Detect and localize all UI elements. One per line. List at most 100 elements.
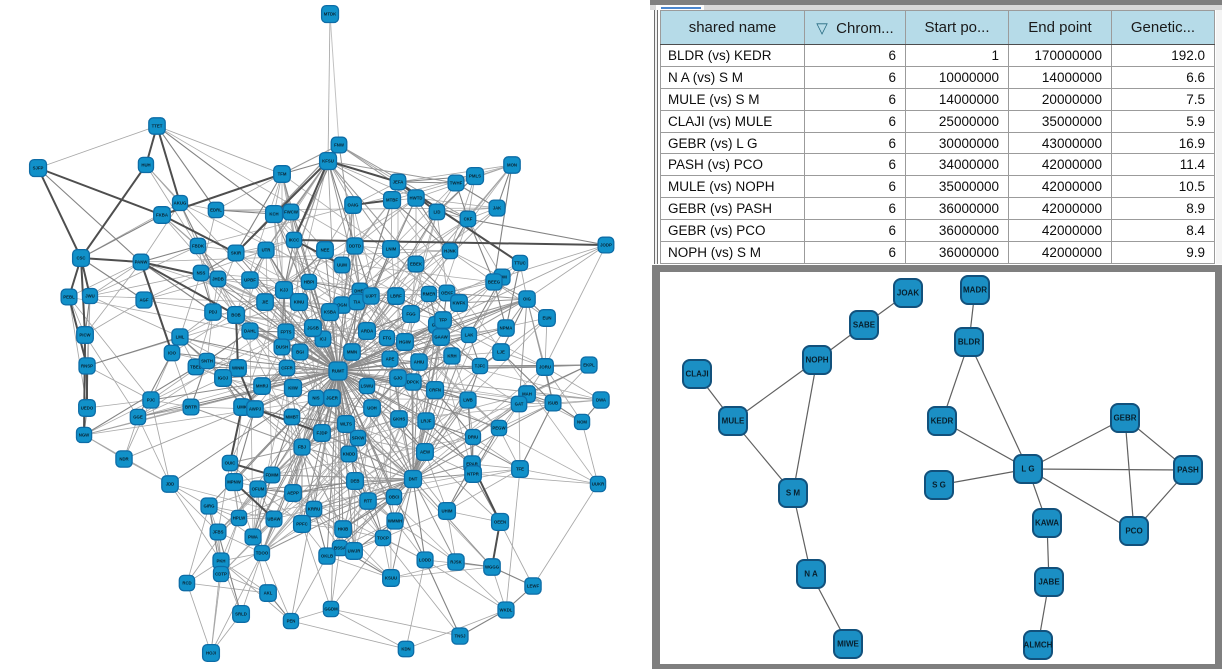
svg-text:TTET: TTET — [152, 124, 163, 129]
svg-text:RTT: RTT — [364, 499, 373, 504]
svg-text:BRTR: BRTR — [185, 405, 198, 410]
svg-text:DDTD: DDTD — [349, 244, 361, 249]
svg-text:JHDB: JHDB — [212, 277, 224, 282]
svg-text:PANW: PANW — [135, 260, 149, 265]
svg-text:EDRL: EDRL — [210, 208, 222, 213]
svg-text:MTDK: MTDK — [324, 12, 337, 17]
svg-text:GEBR: GEBR — [1113, 414, 1136, 423]
svg-text:KFSU: KFSU — [322, 159, 334, 164]
svg-text:TWHF: TWHF — [450, 181, 463, 186]
svg-text:PJC: PJC — [147, 398, 155, 403]
svg-text:EKPL: EKPL — [583, 363, 595, 368]
svg-text:PWA: PWA — [248, 535, 258, 540]
svg-text:CSC: CSC — [76, 256, 85, 261]
svg-text:JABE: JABE — [1038, 578, 1060, 587]
svg-text:OIG: OIG — [523, 297, 532, 302]
svg-text:OEEN: OEEN — [494, 520, 506, 525]
svg-text:NOPH: NOPH — [805, 356, 828, 365]
svg-text:PASH: PASH — [1177, 466, 1199, 475]
svg-text:DAHL: DAHL — [244, 329, 256, 334]
svg-text:LBRF: LBRF — [390, 294, 402, 299]
svg-text:NIS: NIS — [312, 396, 319, 401]
svg-text:PEN: PEN — [287, 619, 296, 624]
svg-text:GIRG: GIRG — [204, 504, 216, 509]
svg-text:AKUG: AKUG — [174, 201, 187, 206]
svg-text:KIIW: KIIW — [288, 386, 298, 391]
svg-text:UUKR: UUKR — [592, 482, 605, 487]
svg-text:TDOO: TDOO — [256, 551, 269, 556]
svg-text:PICW: PICW — [79, 333, 91, 338]
svg-text:GAAW: GAAW — [434, 335, 448, 340]
svg-text:HJNK: HJNK — [444, 249, 457, 254]
svg-text:BGI: BGI — [296, 350, 304, 355]
svg-text:HKIB: HKIB — [338, 527, 349, 532]
svg-text:PPFC: PPFC — [296, 522, 307, 527]
svg-text:IGOJ: IGOJ — [218, 376, 229, 381]
svg-text:TTUC: TTUC — [514, 261, 525, 266]
svg-text:RMER: RMER — [423, 292, 437, 297]
svg-text:TFP: TFP — [439, 318, 447, 323]
svg-text:MULE: MULE — [722, 417, 745, 426]
svg-text:HWTD: HWTD — [410, 196, 423, 201]
svg-text:HGIW: HGIW — [399, 340, 412, 345]
svg-text:JODP: JODP — [600, 243, 612, 248]
svg-text:OBCI: OBCI — [389, 495, 400, 500]
svg-text:EBEK: EBEK — [410, 262, 423, 267]
svg-text:DEB: DEB — [350, 479, 359, 484]
svg-text:WGGG: WGGG — [485, 565, 500, 570]
svg-text:FTG: FTG — [383, 336, 392, 341]
svg-text:AHIU: AHIU — [414, 360, 425, 365]
svg-text:FPTS: FPTS — [281, 330, 292, 335]
svg-text:MADR: MADR — [963, 286, 987, 295]
svg-text:OGN: OGN — [337, 303, 347, 308]
svg-text:DNT: DNT — [409, 477, 418, 482]
svg-text:EPAR: EPAR — [466, 462, 479, 467]
svg-text:RJSK: RJSK — [450, 560, 462, 565]
svg-text:MAH: MAH — [522, 392, 532, 397]
svg-text:BLDR: BLDR — [958, 338, 980, 347]
svg-text:UJPT: UJPT — [366, 294, 377, 299]
svg-text:FDMM: FDMM — [266, 473, 279, 478]
svg-text:WKDL: WKDL — [500, 608, 513, 613]
svg-text:OAIG: OAIG — [348, 203, 360, 208]
svg-text:RNSP: RNSP — [81, 364, 93, 369]
svg-text:S G: S G — [932, 481, 946, 490]
svg-text:JGSB: JGSB — [307, 326, 319, 331]
svg-text:HBPI: HBPI — [304, 280, 314, 285]
svg-text:KAWA: KAWA — [1035, 519, 1059, 528]
svg-text:SJFP: SJFP — [33, 166, 44, 171]
svg-text:JDD: JDD — [166, 482, 175, 487]
svg-text:JFBS: JFBS — [213, 530, 224, 535]
svg-text:HUH: HUH — [141, 163, 150, 168]
svg-text:BOB: BOB — [231, 313, 241, 318]
svg-text:AEW: AEW — [420, 450, 431, 455]
svg-text:NEE: NEE — [321, 248, 330, 253]
svg-text:KNDD: KNDD — [343, 452, 355, 457]
svg-text:HPLW: HPLW — [233, 516, 246, 521]
svg-text:TJFC: TJFC — [475, 364, 486, 369]
svg-text:JOAK: JOAK — [897, 289, 919, 298]
svg-text:LID: LID — [434, 210, 441, 215]
svg-text:KSUU: KSUU — [385, 576, 397, 581]
svg-text:RCD: RCD — [182, 581, 191, 586]
svg-text:DPCK: DPCK — [407, 380, 420, 385]
svg-text:FBDK: FBDK — [192, 244, 205, 249]
svg-text:LRJF: LRJF — [421, 419, 432, 424]
svg-text:CRFN: CRFN — [429, 388, 441, 393]
svg-text:IOO: IOO — [168, 351, 177, 356]
svg-text:CKF: CKF — [464, 217, 473, 222]
svg-text:UBAW: UBAW — [267, 517, 281, 522]
svg-text:S M: S M — [786, 489, 801, 498]
svg-text:RUMT: RUMT — [332, 369, 345, 374]
svg-text:WMMH: WMMH — [388, 519, 402, 524]
svg-text:KCH: KCH — [269, 212, 278, 217]
svg-text:SNTH: SNTH — [201, 359, 213, 364]
svg-text:DUSH: DUSH — [276, 345, 288, 350]
svg-text:UMK: UMK — [237, 405, 248, 410]
svg-text:KDN: KDN — [401, 647, 410, 652]
svg-text:DHEJ: DHEJ — [354, 289, 366, 294]
svg-text:GJO: GJO — [393, 376, 403, 381]
svg-text:MMN: MMN — [347, 350, 357, 355]
svg-text:MMBT: MMBT — [286, 415, 299, 420]
svg-text:ISUB: ISUB — [548, 401, 558, 406]
